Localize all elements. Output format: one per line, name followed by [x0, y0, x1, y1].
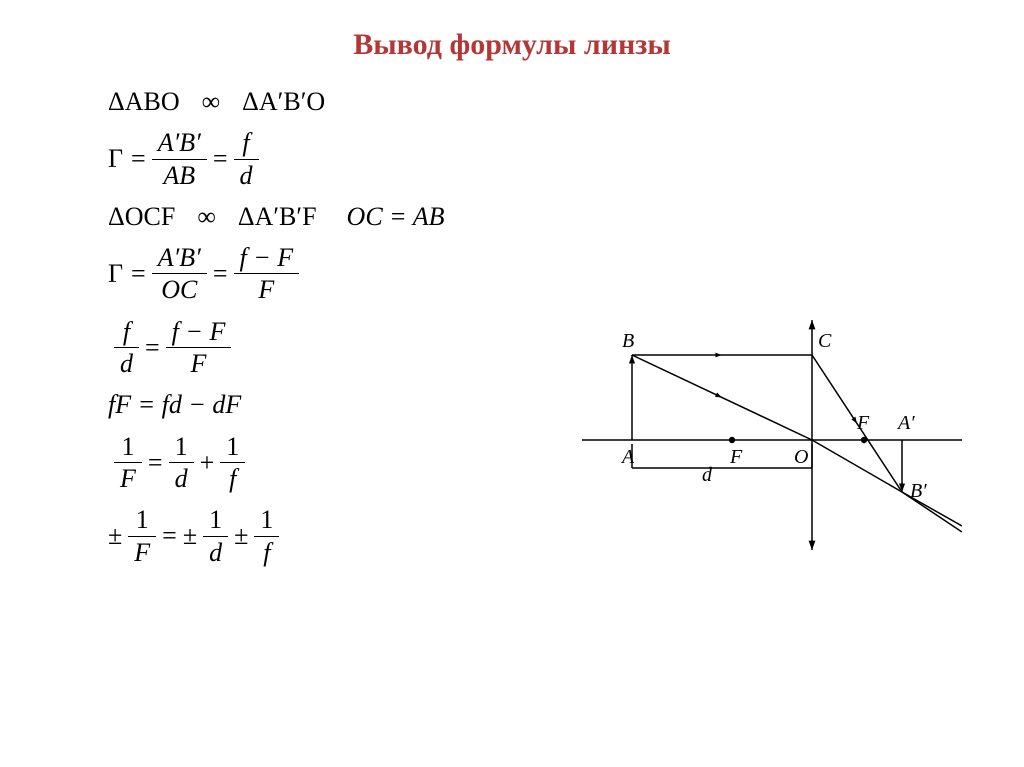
frac-1-f-8: 1 f — [254, 506, 279, 566]
line-6: fF = fd − dF — [108, 391, 445, 418]
similar-2: ∞ — [197, 203, 216, 230]
formula-block: ΔABO ∞ ΔA′B′O Γ = A′B′ AB = f d ΔOCF ∞ Δ… — [108, 88, 445, 580]
num: A′B′ — [152, 129, 207, 158]
label-Ap: A′ — [898, 412, 915, 435]
line-1: ΔABO ∞ ΔA′B′O — [108, 88, 445, 115]
line-4: Γ = A′B′ OC = f − F F — [108, 244, 445, 304]
gamma-1: Γ — [108, 145, 123, 172]
frac-fF-F-2: f − F F — [166, 318, 232, 378]
num: f — [117, 318, 136, 347]
line-2: Γ = A′B′ AB = f d — [108, 129, 445, 189]
den: AB — [157, 160, 201, 189]
label-C: C — [818, 330, 831, 353]
label-B: B — [622, 330, 634, 353]
frac-1-F-8: 1 F — [128, 506, 156, 566]
den: OC — [155, 274, 203, 303]
num: f − F — [234, 244, 300, 273]
label-Fl: F — [730, 446, 742, 469]
den: d — [169, 463, 194, 492]
line-7: 1 F = 1 d + 1 f — [108, 433, 445, 493]
eq-fF: fF = fd − dF — [108, 391, 241, 418]
frac-1-d: 1 d — [169, 433, 194, 493]
line-3: ΔOCF ∞ ΔA′B′F OC = AB — [108, 203, 445, 230]
similar-1: ∞ — [202, 88, 221, 115]
frac-1-F: 1 F — [114, 433, 142, 493]
frac-apbp-ab: A′B′ AB — [152, 129, 207, 189]
eq-7: = — [148, 449, 163, 476]
label-d: d — [702, 464, 712, 487]
delta-apbpo: ΔA′B′O — [242, 88, 325, 115]
eq-8: = — [162, 522, 177, 549]
den: f — [257, 537, 276, 566]
frac-1-d-8: 1 d — [203, 506, 228, 566]
label-A: A — [622, 446, 634, 469]
gamma-2: Γ — [108, 260, 123, 287]
num: 1 — [203, 506, 228, 535]
den: F — [114, 463, 142, 492]
label-Fr: F — [857, 412, 869, 435]
page-title: Вывод формулы линзы — [0, 28, 1024, 62]
frac-f-d-1: f d — [234, 129, 259, 189]
pm-8b: ± — [183, 522, 197, 549]
num: A′B′ — [152, 244, 207, 273]
num: 1 — [254, 506, 279, 535]
label-O: O — [794, 446, 808, 469]
eq-4a: = — [131, 260, 146, 287]
den: F — [252, 274, 280, 303]
num: 1 — [130, 506, 155, 535]
num: f − F — [166, 318, 232, 347]
label-Bp: B′ — [910, 480, 927, 503]
num: 1 — [169, 433, 194, 462]
lens-diagram: B C A F O F A′ B′ d — [582, 300, 962, 560]
line-5: f d = f − F F — [108, 318, 445, 378]
frac-apbp-oc: A′B′ OC — [152, 244, 207, 304]
den: d — [114, 348, 139, 377]
oc-eq-ab: OC = AB — [347, 203, 445, 230]
pm-8a: ± — [108, 522, 122, 549]
eq-4b: = — [213, 260, 228, 287]
num: f — [236, 129, 255, 158]
frac-fF-F-1: f − F F — [234, 244, 300, 304]
pm-8c: ± — [234, 522, 248, 549]
den: d — [234, 160, 259, 189]
eq-2b: = — [213, 145, 228, 172]
den: F — [128, 537, 156, 566]
num: 1 — [220, 433, 245, 462]
delta-abo: ΔABO — [108, 88, 180, 115]
frac-f-d-2: f d — [114, 318, 139, 378]
frac-1-f: 1 f — [220, 433, 245, 493]
num: 1 — [115, 433, 140, 462]
plus-7: + — [200, 449, 215, 476]
den: d — [203, 537, 228, 566]
eq-5: = — [145, 334, 160, 361]
eq-2a: = — [131, 145, 146, 172]
den: f — [223, 463, 242, 492]
delta-apbpf: ΔA′B′F — [238, 203, 317, 230]
line-8: ± 1 F = ± 1 d ± 1 f — [108, 506, 445, 566]
delta-ocf: ΔOCF — [108, 203, 175, 230]
den: F — [185, 348, 213, 377]
